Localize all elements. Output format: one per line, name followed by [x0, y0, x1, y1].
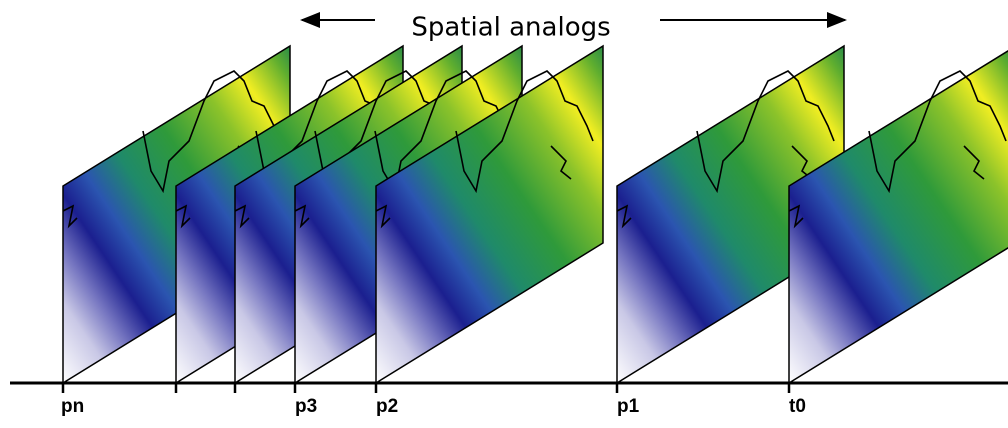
timeline-label: t0	[789, 396, 806, 417]
timeline-label: p1	[617, 396, 640, 417]
panels	[63, 46, 1008, 393]
labels: pn p3 p2 p1 t0	[61, 396, 806, 417]
timeline-label: p2	[376, 396, 398, 417]
timeline-label: pn	[61, 396, 84, 417]
title: Spatial analogs	[411, 13, 610, 43]
timeline-label: p3	[295, 396, 317, 417]
figure: Spatial analogs pn p3 p2 p1 t0	[0, 0, 1008, 428]
